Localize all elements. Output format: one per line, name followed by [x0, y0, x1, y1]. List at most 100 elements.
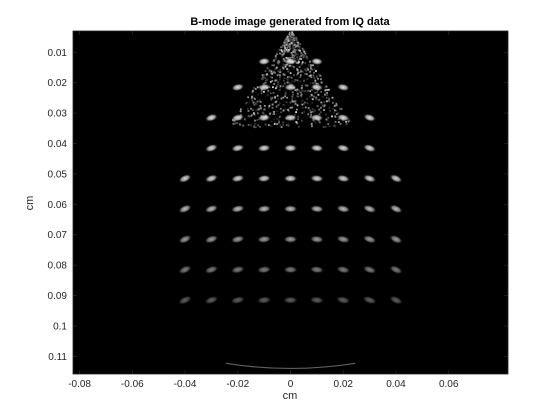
- speckle-dot: [277, 72, 280, 75]
- speckle-dot: [304, 62, 307, 64]
- scatterer: [256, 235, 272, 244]
- speckle-dot: [334, 121, 337, 123]
- speckle-dot: [306, 55, 308, 58]
- scatterer-row: [178, 204, 403, 214]
- speckle-dot: [253, 113, 256, 116]
- speckle-dot: [269, 75, 272, 78]
- speckle-dot: [257, 108, 260, 110]
- speckle-dot: [303, 79, 305, 82]
- speckle-dot: [294, 51, 296, 54]
- speckle-dot: [287, 40, 290, 42]
- speckle-dot: [295, 90, 298, 93]
- speckle-dot: [243, 118, 246, 121]
- speckle-dot: [280, 49, 283, 52]
- speckle-dot: [251, 93, 254, 96]
- speckle-dot: [293, 47, 296, 49]
- speckle-dot: [280, 97, 283, 100]
- speckle-dot: [314, 79, 317, 82]
- speckle-dot: [300, 100, 303, 103]
- speckle-dot: [315, 75, 318, 78]
- speckle-dot: [279, 85, 282, 87]
- speckle-dot: [263, 81, 266, 84]
- speckle-dot: [303, 50, 306, 53]
- speckle-dot: [322, 104, 324, 107]
- scatterer: [363, 113, 377, 122]
- scatterer: [283, 144, 298, 152]
- speckle-dot: [320, 91, 323, 93]
- speckle-dot: [280, 126, 283, 128]
- speckle-dot: [310, 76, 313, 79]
- speckle-dot: [252, 109, 254, 112]
- speckle-dot: [267, 89, 270, 92]
- speckle-dot: [263, 105, 266, 107]
- speckle-dot: [304, 101, 306, 104]
- speckle-dot: [283, 45, 286, 48]
- speckle-dot: [300, 96, 303, 99]
- speckle-dot: [328, 125, 331, 128]
- speckle-dot: [266, 94, 269, 97]
- speckle-dot: [296, 43, 299, 45]
- speckle-dot: [293, 37, 296, 40]
- speckle-dot: [252, 102, 255, 105]
- speckle-dot: [291, 47, 293, 50]
- speckle-dot: [270, 98, 273, 101]
- speckle-dot: [287, 42, 290, 45]
- scatterer: [204, 174, 219, 183]
- speckle-dot: [273, 113, 275, 115]
- speckle-dot: [308, 75, 311, 77]
- speckle-dot: [320, 78, 322, 81]
- speckle-dot: [281, 44, 284, 47]
- scatterer: [283, 113, 298, 122]
- speckle-dot: [319, 75, 322, 77]
- speckle-dot: [295, 121, 298, 123]
- speckle-dot: [271, 106, 274, 109]
- speckle-dot: [306, 57, 309, 60]
- speckle-dot: [273, 69, 276, 71]
- speckle-dot: [278, 122, 280, 124]
- scatterer: [231, 113, 245, 122]
- scatterer: [283, 174, 298, 183]
- speckle-dot: [284, 82, 287, 85]
- speckle-dot: [287, 43, 290, 46]
- speckle-dot: [303, 78, 306, 80]
- scatterer: [204, 265, 219, 274]
- speckle-dot: [288, 75, 291, 78]
- speckle-dot: [283, 49, 286, 52]
- speckle-dot: [324, 88, 327, 91]
- speckle-dot: [271, 76, 273, 79]
- speckle-dot: [252, 89, 254, 92]
- scatterer: [362, 265, 377, 274]
- speckle-dot: [334, 125, 337, 128]
- speckle-dot: [294, 89, 297, 91]
- speckle-dot: [294, 79, 297, 81]
- speckle-dot: [289, 37, 292, 39]
- speckle-dot: [284, 65, 287, 68]
- speckle-dot: [339, 122, 342, 125]
- scatterer: [362, 235, 377, 244]
- speckle-dot: [281, 65, 284, 68]
- speckle-dot: [284, 90, 287, 93]
- scatterer: [284, 57, 297, 66]
- speckle-dot: [326, 96, 328, 99]
- speckle-dot: [270, 72, 272, 75]
- speckle-dot: [277, 61, 279, 64]
- scatterer: [336, 144, 351, 153]
- speckle-dot: [285, 38, 288, 41]
- sector-bottom-arc: [225, 362, 356, 370]
- scatterer: [335, 265, 351, 274]
- speckle-dot: [248, 115, 251, 118]
- speckle-dot: [277, 83, 279, 86]
- speckle-dot: [338, 106, 341, 109]
- speckle-dot: [328, 121, 331, 124]
- speckle-dot: [295, 111, 297, 113]
- speckle-dot: [282, 60, 284, 63]
- speckle-dot: [300, 52, 303, 54]
- speckle-dot: [271, 80, 274, 82]
- speckle-dot: [331, 96, 334, 99]
- x-tick-label: -0.02: [226, 379, 249, 390]
- speckle-dot: [325, 118, 328, 121]
- speckle-dot: [309, 65, 312, 68]
- speckle-dot: [297, 118, 299, 120]
- image-layer: [177, 31, 404, 370]
- speckle-dot: [291, 56, 293, 59]
